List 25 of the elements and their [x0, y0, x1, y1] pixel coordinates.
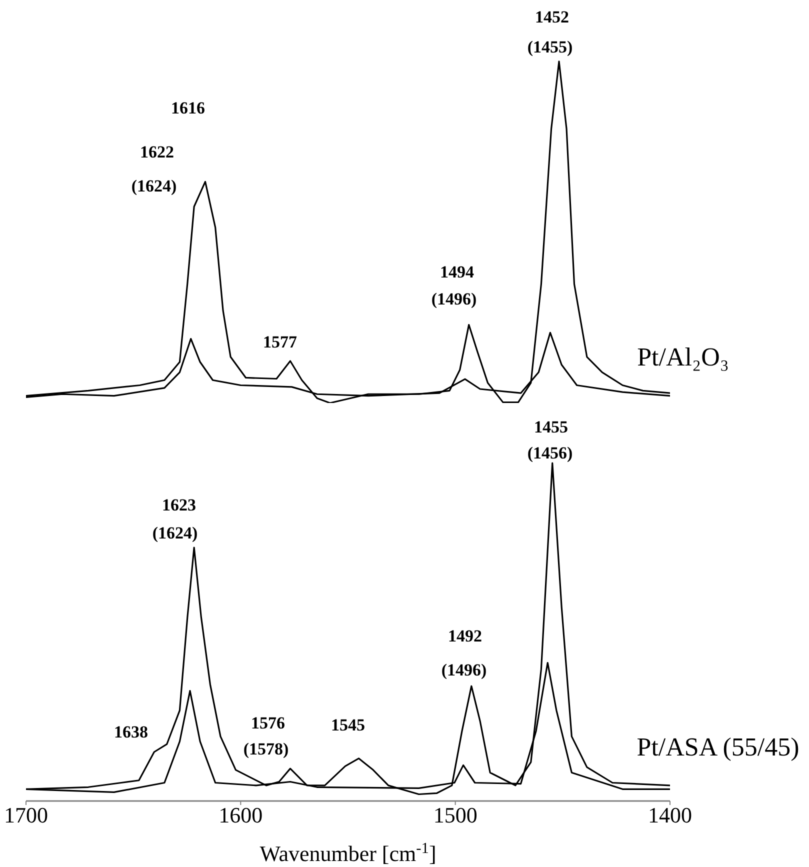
annotation: (1578): [243, 740, 289, 760]
x-tick-label: 1400: [648, 802, 692, 828]
x-tick-label: 1700: [4, 802, 48, 828]
x-tick-label: 1500: [433, 802, 478, 828]
annotation: Pt/Al₂O₃: [637, 342, 729, 372]
annotation: Pt/ASA (55/45): [636, 732, 800, 762]
annotation: 1577: [263, 332, 297, 352]
annotation: (1624): [131, 176, 177, 196]
text: (1455): [527, 38, 573, 58]
x-axis-title: Wavenumber [cm$^{-1}$]: [260, 840, 436, 866]
text: 1455: [534, 418, 568, 438]
annotation: (1624): [152, 524, 198, 544]
x-tick-label: 1600: [218, 802, 263, 828]
annotation: 1616: [171, 98, 205, 118]
annotation: (1496): [431, 290, 477, 310]
annotation: 1576: [251, 714, 285, 734]
annotation: 1492: [448, 626, 482, 646]
text: 1452: [535, 8, 569, 28]
annotation: 1623: [162, 496, 196, 516]
annotation: 1638: [114, 722, 148, 742]
annotation: 1494: [440, 262, 474, 282]
annotation: 1545: [331, 716, 365, 736]
annotation: (1496): [441, 660, 487, 680]
annotation: 1622: [140, 142, 174, 162]
text: (1456): [527, 444, 573, 464]
